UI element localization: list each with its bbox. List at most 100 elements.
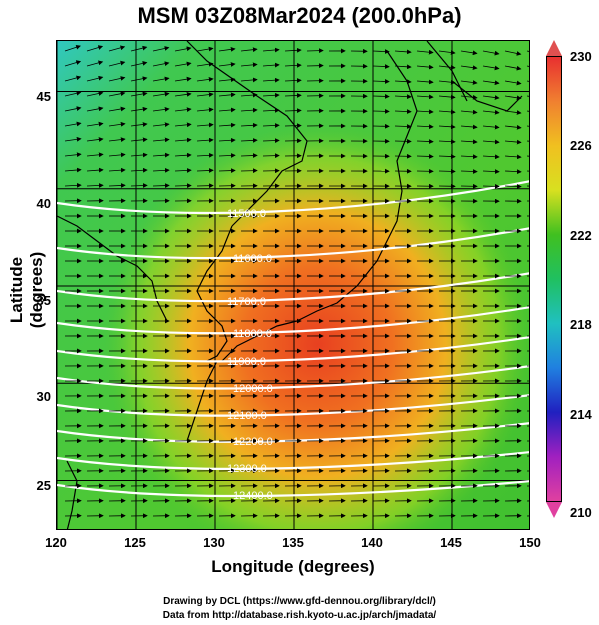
contour-label: 11500.0 [227,208,266,220]
wind-arrow [482,124,500,130]
wind-arrow [482,50,500,56]
wind-arrow [174,168,192,173]
wind-arrow [460,124,478,130]
contour-line [57,180,529,215]
wind-arrow [64,121,82,127]
wind-arrow [262,47,280,53]
wind-arrow [108,167,126,173]
wind-arrow [86,106,104,112]
wind-arrow [504,184,522,189]
wind-arrow [240,107,258,113]
wind-arrow [218,46,236,52]
wind-arrow [284,47,302,53]
wind-arrow [130,137,148,143]
wind-arrow [130,152,148,158]
wind-arrow [438,168,456,174]
wind-arrow [108,121,126,127]
wind-arrow [64,60,82,67]
contour-label: 12100.0 [227,410,267,422]
wind-arrow [174,122,192,128]
wind-arrow [108,152,126,158]
wind-arrow [504,50,522,56]
wind-arrow [174,152,192,158]
colorbar-up-arrow [546,40,562,56]
wind-arrow [152,183,170,188]
colorbar-tick: 230 [570,49,592,64]
wind-arrow [240,77,258,83]
wind-arrow [416,139,434,144]
wind-arrow [262,62,280,68]
wind-arrow [196,107,214,113]
wind-arrow [504,169,522,175]
colorbar-down-arrow [546,502,562,518]
colorbar-tick: 214 [570,407,592,422]
map-svg: 11500.0 11600.0 11700.0 11800.0 11900.0 12000… [57,41,529,529]
contour-label: 11700.0 [227,296,266,308]
contour-label: 11600.0 [233,253,272,265]
wind-arrow [196,46,214,52]
wind-arrow [372,64,390,69]
wind-arrow [372,79,390,84]
x-axis-label: Longitude (degrees) [211,557,375,576]
colorbar-tick: 210 [570,505,592,520]
wind-arrow [394,109,412,114]
x-tick-label: 125 [124,535,146,550]
wind-arrow [394,94,412,100]
wind-arrow [64,167,82,173]
wind-arrow [416,154,434,159]
wind-arrow [108,183,126,188]
wind-arrow [372,49,390,54]
wind-arrow [262,77,280,83]
wind-arrow [416,49,434,55]
wind-arrow [86,121,104,127]
wind-arrow [86,45,104,52]
wind-arrow [284,93,302,98]
wind-arrow [152,137,170,143]
wind-arrow [482,80,500,86]
wind-arrow [174,46,192,52]
wind-arrow [196,77,214,82]
wind-arrow [108,60,126,67]
chart-title: MSM 03Z08Mar2024 (200.0hPa) [137,3,462,28]
wind-arrow [174,107,192,112]
y-tick-label: 30 [36,389,51,404]
wind-arrow [394,79,412,85]
wind-arrow [262,107,280,113]
wind-arrow [240,92,258,98]
wind-arrow [482,65,500,71]
wind-arrow [86,137,104,142]
contour-label: 12200.0 [233,436,273,448]
wind-arrow [130,61,148,67]
wind-arrow [438,94,456,100]
wind-arrow [438,109,456,115]
wind-arrow [130,76,148,82]
wind-arrow [108,106,126,112]
wind-arrow [152,122,170,128]
y-tick-label: 40 [36,196,51,211]
wind-arrow [460,65,478,71]
wind-arrow [460,139,478,145]
wind-arrow [240,138,258,143]
wind-arrow [152,76,170,82]
wind-arrow [284,62,302,68]
wind-arrow [64,75,82,82]
wind-arrow [218,153,236,158]
y-tick-label: 45 [36,89,51,104]
wind-arrow [108,45,126,52]
wind-arrow [196,168,214,173]
wind-arrow [196,61,214,67]
y-axis-label: Latitude (degrees) [7,251,46,329]
wind-arrow [394,124,412,129]
wind-arrow [196,92,214,97]
wind-arrow [482,154,500,160]
wind-arrow [504,80,522,86]
wind-arrow [152,91,170,97]
contour-line [57,480,529,498]
contour-line [57,272,529,303]
colorbar [546,56,562,502]
wind-arrow [130,122,148,127]
wind-arrow [416,79,434,85]
wind-arrow [372,94,390,99]
contour-label: 12000.0 [233,383,273,395]
wind-arrow [130,106,148,112]
